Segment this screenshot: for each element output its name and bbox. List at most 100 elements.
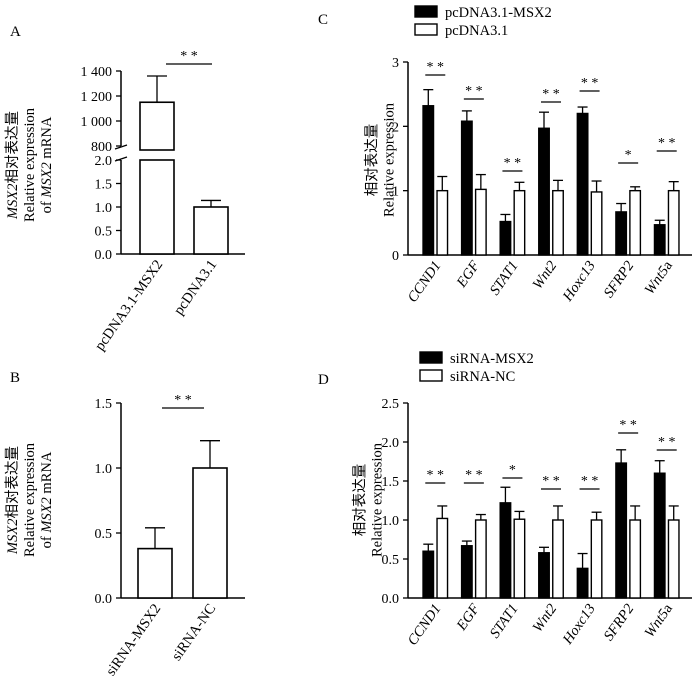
panel-c-bar-0-4	[576, 112, 589, 256]
panel-d-legend-label-1: siRNA-NC	[450, 369, 515, 385]
panel-d-significance-2-stars: *	[509, 463, 516, 478]
panel-c-xtick-label-4: Hoxc13	[559, 258, 599, 305]
panel-c-significance-4-stars: * *	[581, 76, 599, 91]
panel-d-xtick-label-6: Wnt5a	[642, 601, 677, 641]
panel-c-bar-0-1	[460, 120, 473, 256]
panel-c-ytick-label: 3	[392, 56, 399, 71]
panel-c-ylabel-part: 相对表达量	[364, 124, 381, 197]
panel-d-xtick-label-2: STAT1	[487, 601, 522, 641]
panel-d-significance-4-stars: * *	[581, 474, 599, 489]
panel-a-ylabel-part: MSX2	[39, 162, 55, 198]
panel-c-bar-0-2	[499, 220, 512, 256]
panel-a-bar-0-lower	[139, 159, 175, 255]
panel-d-ylabel-part: Relative expression	[370, 442, 386, 557]
panel-d-ylabel-line-1: Relative expression	[370, 442, 386, 557]
panel-b-ylabel-part: Relative expression	[22, 442, 38, 557]
panel-d-ylabel-part: 相对表达量	[352, 464, 369, 537]
panel-b-ylabel-line-1: Relative expression	[22, 442, 38, 557]
panel-d-bar-0-0	[422, 550, 435, 599]
panel-d-ytick-label: 2.5	[382, 397, 400, 412]
panel-d-bar-1-4	[590, 519, 603, 599]
panel-b-xtick-label: siRNA-MSX2	[103, 601, 164, 679]
panel-a-ytick-label: 1 400	[81, 65, 113, 80]
panel-a-bar-0-upper	[139, 101, 175, 151]
panel-b-ylabel-line-0: MSX2相对表达量	[4, 446, 21, 555]
panel-d-legend-swatch-1	[419, 369, 443, 382]
panel-a-ytick-label: 2.0	[95, 154, 113, 169]
panel-d-xtick-label-3-gene: Wnt2	[530, 601, 561, 635]
panel-d-ytick-label: 2.0	[382, 436, 400, 451]
panel-c-significance-5-stars: *	[625, 148, 632, 163]
panel-d-xtick-label-4-gene: Hoxc13	[559, 601, 599, 648]
panel-a-ylabel-line-0: MSX2相对表达量	[4, 111, 21, 220]
panel-letter-c: C	[318, 12, 328, 28]
panel-a-ytick-label: 0.0	[95, 248, 113, 263]
panel-a-ytick-label: 1 200	[81, 90, 113, 105]
panel-a-ytick-label: 1.5	[95, 178, 113, 193]
panel-d-bar-0-2	[499, 502, 512, 599]
panel-a-xtick-label: pcDNA3.1	[171, 257, 220, 318]
panel-b-ytick-label: 0.5	[95, 527, 113, 542]
panel-c-xtick-label-1-gene: EGF	[453, 258, 483, 291]
panel-c-ylabel-part: Relative expression	[382, 102, 398, 217]
panel-d-legend-label-0: siRNA-MSX2	[450, 351, 534, 367]
panel-d-xtick-label-0: CCND1	[405, 601, 445, 648]
panel-c-legend-swatch-0	[414, 5, 438, 18]
panel-c-xtick-label-1: EGF	[453, 258, 483, 291]
panel-d-xtick-label-0-gene: CCND1	[405, 601, 445, 648]
panel-d-ylabel-line-0: 相对表达量	[352, 464, 369, 537]
panel-c-bar-0-6	[653, 224, 666, 256]
panel-a-ytick-label: 800	[91, 140, 112, 155]
panel-c-significance-1-stars: * *	[465, 84, 483, 99]
panel-a-ytick-label: 0.5	[95, 225, 113, 240]
panel-letter-a: A	[10, 24, 21, 40]
panel-c-ytick-label: 2	[392, 120, 399, 135]
panel-c-bar-1-5	[629, 189, 642, 256]
panel-a-ytick-label: 1 000	[81, 115, 113, 130]
panel-c-bar-1-1	[474, 188, 487, 256]
panel-a-break-mark-1	[114, 144, 128, 150]
panel-c-legend-label-0: pcDNA3.1-MSX2	[445, 5, 552, 21]
panel-c-ylabel-line-0: 相对表达量	[364, 124, 381, 197]
panel-b-ylabel-part: of	[39, 533, 55, 549]
panel-d-bar-1-0	[436, 517, 449, 599]
panel-b-ylabel-line-2: of MSX2 mRNA	[39, 451, 55, 548]
panel-letter-d: D	[318, 372, 329, 388]
panel-b-ylabel-part: 相对表达量	[4, 446, 21, 519]
panel-d-significance-5-stars: * *	[619, 418, 637, 433]
panel-c-significance-2-stars: * *	[504, 156, 522, 171]
panel-d-bar-1-2	[513, 518, 526, 599]
panel-a-ylabel-part: of	[39, 198, 55, 214]
panel-c-significance-6-stars: * *	[658, 136, 676, 151]
panel-d-xtick-label-1: EGF	[453, 601, 483, 634]
panel-c-bar-1-4	[590, 191, 603, 256]
panel-c-bar-1-2	[513, 189, 526, 256]
panel-d-bar-1-3	[552, 519, 564, 599]
panel-b-ytick-label: 1.0	[95, 462, 113, 477]
panel-c-xtick-label-3-gene: Wnt2	[530, 258, 561, 292]
panel-a-ytick-label: 1.0	[95, 201, 113, 216]
panel-c-bar-0-5	[615, 211, 628, 256]
panel-b-xtick-label: siRNA-NC	[169, 601, 220, 664]
panel-d-significance-1-stars: * *	[465, 468, 483, 483]
panel-d-xtick-label-5: SFRP2	[601, 601, 638, 644]
panel-d-xtick-label-1-gene: EGF	[453, 601, 483, 634]
panel-c-bar-1-6	[667, 189, 680, 256]
panel-c-significance-3-stars: * *	[542, 87, 560, 102]
panel-c-bar-0-0	[422, 105, 435, 256]
panel-b-bar-0	[137, 547, 173, 599]
panel-c-legend-swatch-1	[414, 23, 438, 36]
panel-a-ylabel-part: Relative expression	[22, 107, 38, 222]
panel-d-ytick-label: 1.0	[382, 514, 400, 529]
panel-d-bar-1-5	[629, 519, 642, 599]
panel-c-xtick-label-2: STAT1	[487, 258, 522, 298]
panel-c-xtick-label-6: Wnt5a	[642, 258, 677, 298]
panel-c-xtick-label-3: Wnt2	[530, 258, 561, 292]
panel-c-bar-1-3	[552, 189, 564, 256]
panel-a-ylabel-line-2: of MSX2 mRNA	[39, 116, 55, 213]
panel-a-ylabel-part: MSX2	[5, 184, 21, 220]
panel-d-xtick-label-5-gene: SFRP2	[601, 601, 638, 644]
panel-c-xtick-label-4-gene: Hoxc13	[559, 258, 599, 305]
panel-c-xtick-label-0: CCND1	[405, 258, 445, 305]
